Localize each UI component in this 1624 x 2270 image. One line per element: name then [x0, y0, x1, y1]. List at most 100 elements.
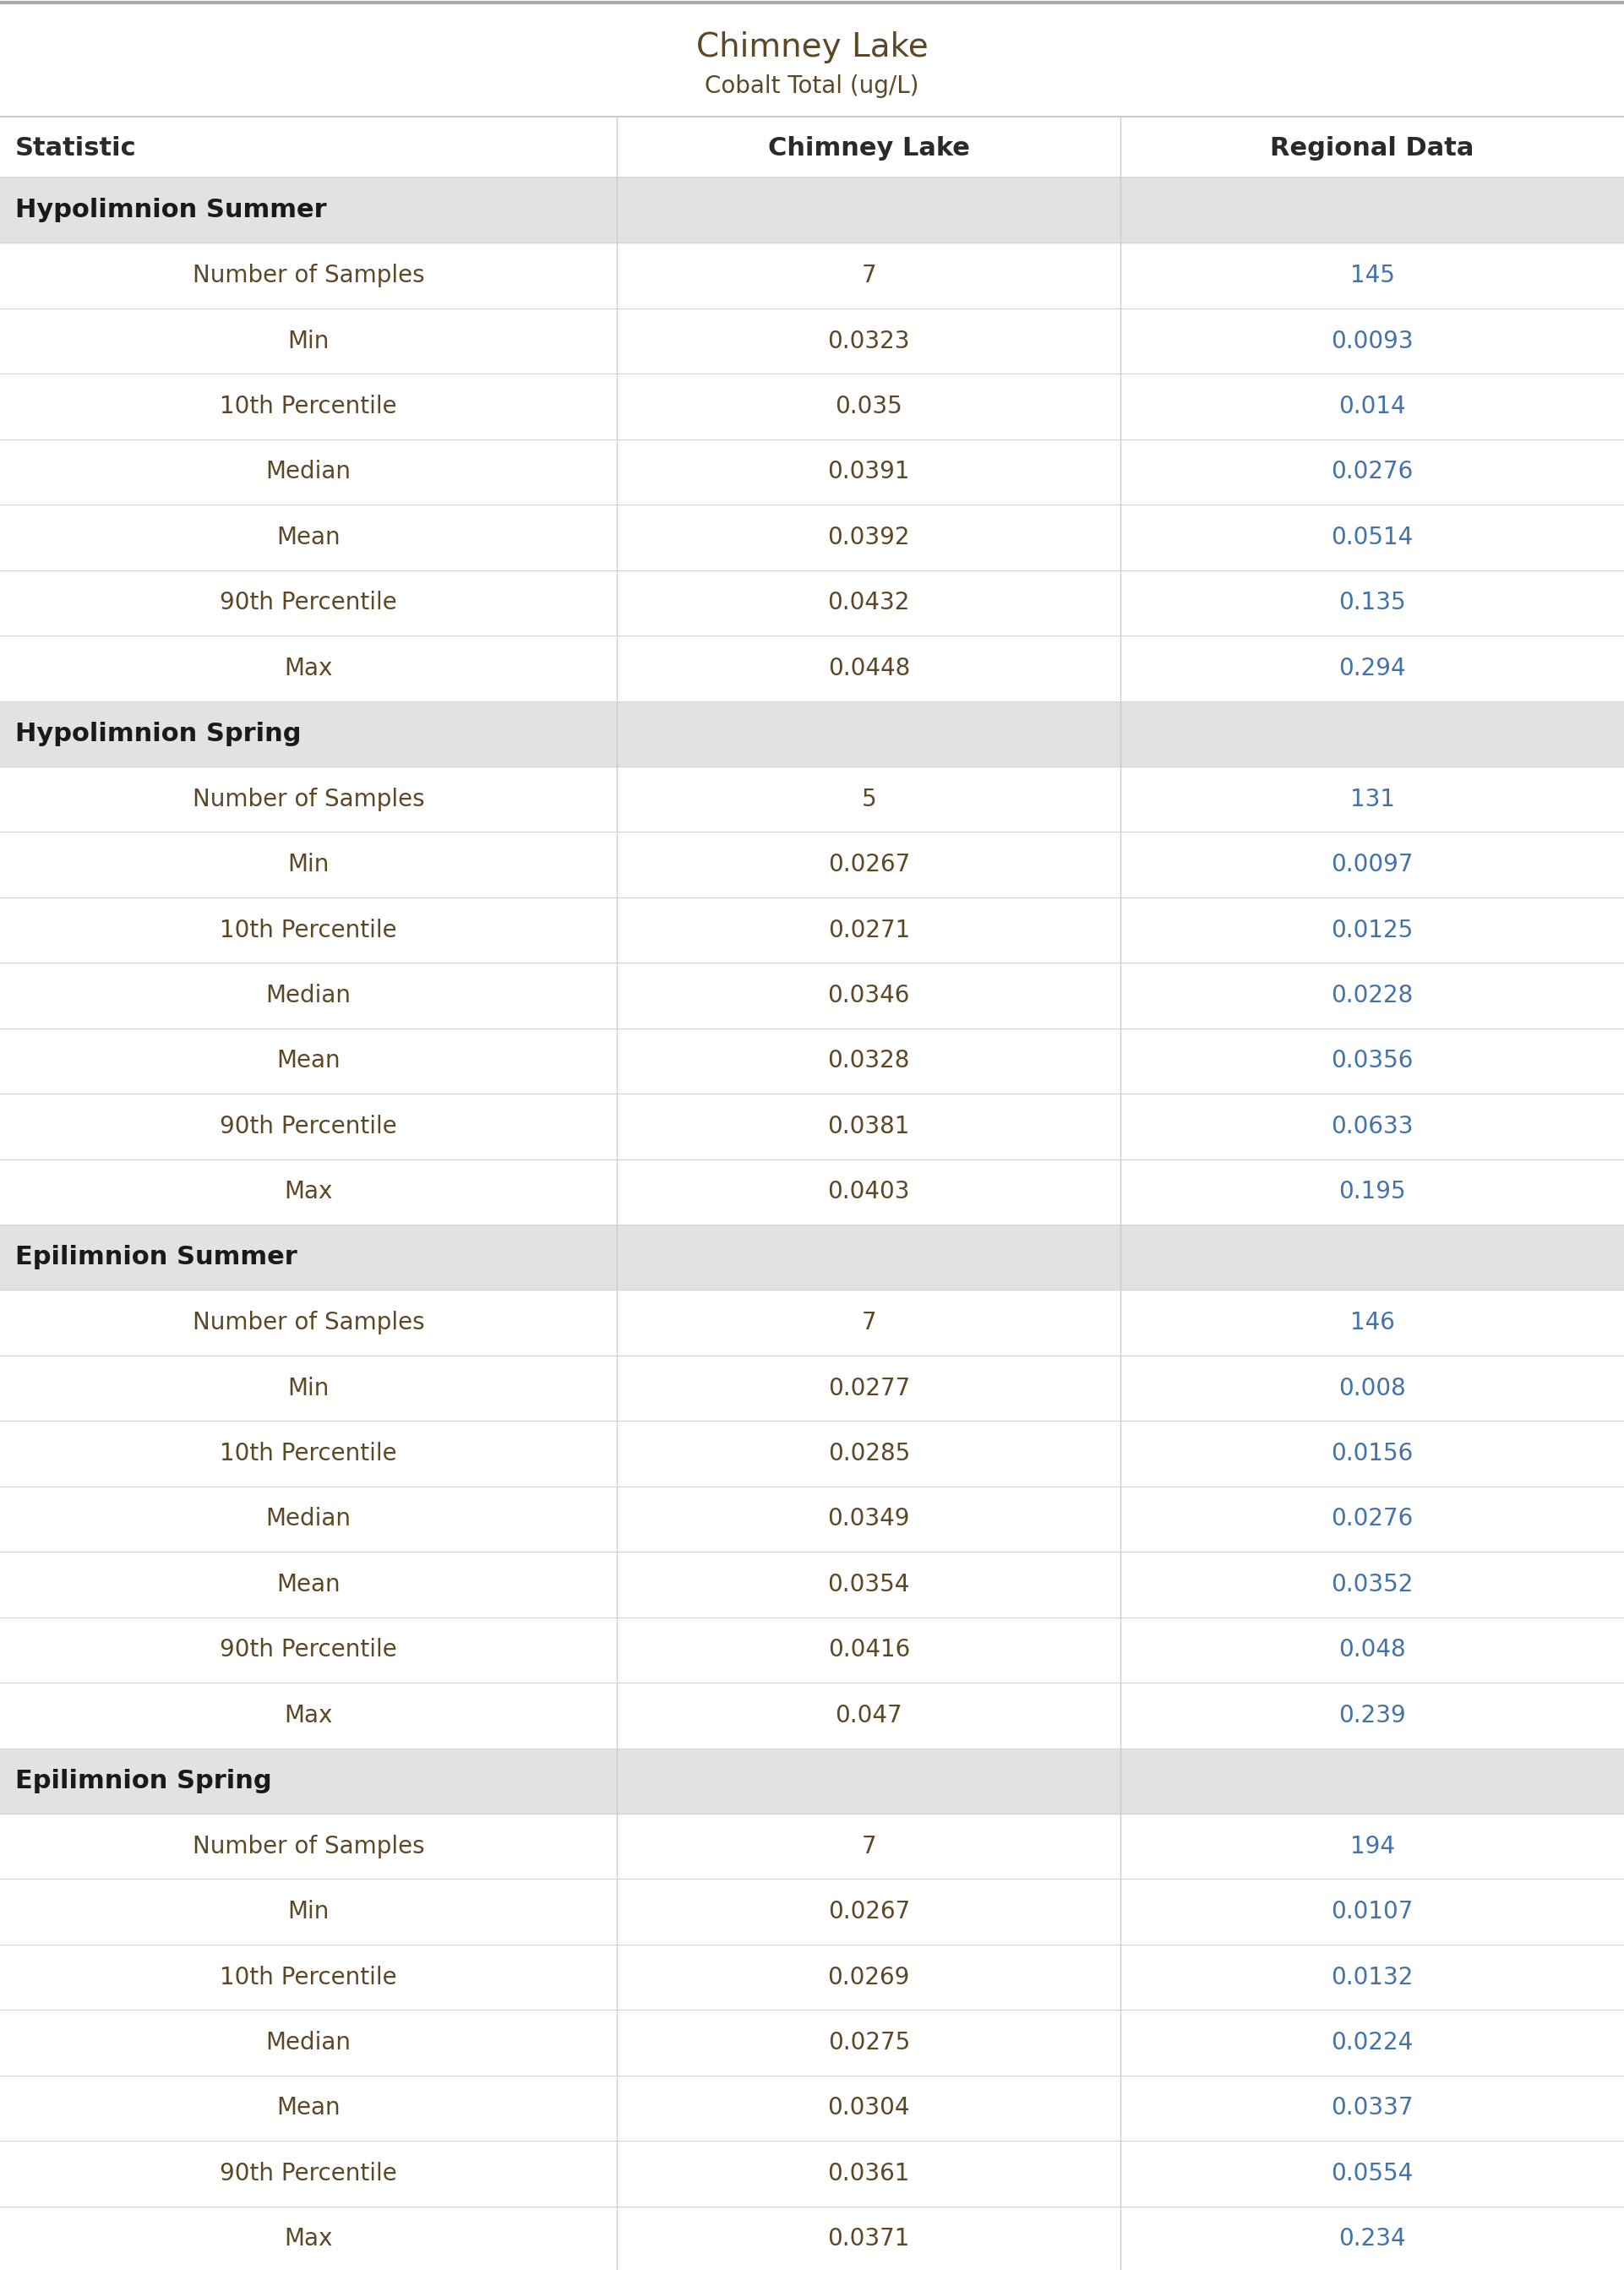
Text: 0.0403: 0.0403 [828, 1180, 909, 1203]
Bar [0, 7, 1624, 116]
Text: 0.0371: 0.0371 [828, 2227, 909, 2252]
Text: 0.0267: 0.0267 [828, 854, 909, 876]
Bar [0, 1421, 1624, 1487]
Text: Median: Median [266, 461, 351, 484]
Text: Chimney Lake: Chimney Lake [697, 32, 927, 64]
Text: Mean: Mean [276, 1573, 341, 1596]
Text: 0.008: 0.008 [1338, 1376, 1406, 1401]
Text: 0.0267: 0.0267 [828, 1900, 909, 1923]
Bar [0, 118, 1624, 177]
Text: 0.0392: 0.0392 [828, 527, 909, 549]
Text: 0.0354: 0.0354 [828, 1573, 909, 1596]
Bar [0, 636, 1624, 701]
Text: 0.0391: 0.0391 [828, 461, 909, 484]
Text: 0.0271: 0.0271 [828, 919, 909, 942]
Bar [0, 1945, 1624, 2009]
Text: 0.0132: 0.0132 [1332, 1966, 1413, 1989]
Bar [0, 243, 1624, 309]
Text: 0.035: 0.035 [835, 395, 903, 418]
Text: Number of Samples: Number of Samples [193, 788, 424, 810]
Text: 0.0276: 0.0276 [1332, 1507, 1413, 1530]
Text: 0.0432: 0.0432 [828, 590, 909, 615]
Text: 0.135: 0.135 [1338, 590, 1406, 615]
Text: 90th Percentile: 90th Percentile [219, 1115, 398, 1137]
Text: 0.0633: 0.0633 [1332, 1115, 1413, 1137]
Text: 90th Percentile: 90th Percentile [219, 1639, 398, 1662]
Text: Max: Max [284, 1702, 333, 1727]
Text: Median: Median [266, 1507, 351, 1530]
Text: Number of Samples: Number of Samples [193, 1310, 424, 1335]
Text: Hypolimnion Summer: Hypolimnion Summer [15, 197, 326, 222]
Text: Cobalt Total (ug/L): Cobalt Total (ug/L) [705, 75, 919, 98]
Bar [0, 1748, 1624, 1814]
Text: 0.0352: 0.0352 [1332, 1573, 1413, 1596]
Bar [0, 962, 1624, 1028]
Bar [0, 1616, 1624, 1682]
Text: Min: Min [287, 1900, 330, 1923]
Text: 7: 7 [861, 1310, 877, 1335]
Bar [0, 831, 1624, 897]
Text: 0.0125: 0.0125 [1332, 919, 1413, 942]
Text: 0.0228: 0.0228 [1332, 983, 1413, 1008]
Text: 0.294: 0.294 [1338, 656, 1406, 681]
Bar [0, 309, 1624, 375]
Bar [0, 375, 1624, 440]
Text: 0.0304: 0.0304 [828, 2095, 909, 2120]
Bar [0, 897, 1624, 962]
Text: Chimney Lake: Chimney Lake [768, 136, 970, 161]
Bar [0, 2075, 1624, 2141]
Bar [0, 1487, 1624, 1553]
Bar [0, 1028, 1624, 1094]
Text: 10th Percentile: 10th Percentile [219, 395, 398, 418]
Bar [0, 1160, 1624, 1224]
Bar [0, 1682, 1624, 1748]
Text: 10th Percentile: 10th Percentile [219, 919, 398, 942]
Text: Median: Median [266, 983, 351, 1008]
Bar [0, 504, 1624, 570]
Text: 0.0349: 0.0349 [828, 1507, 909, 1530]
Bar [0, 1355, 1624, 1421]
Text: 90th Percentile: 90th Percentile [219, 590, 398, 615]
Text: Number of Samples: Number of Samples [193, 263, 424, 288]
Bar [0, 1553, 1624, 1616]
Text: 0.0093: 0.0093 [1332, 329, 1413, 352]
Bar [0, 2206, 1624, 2270]
Bar [0, 767, 1624, 831]
Text: 0.0328: 0.0328 [828, 1049, 909, 1074]
Text: 0.0156: 0.0156 [1332, 1441, 1413, 1466]
Text: Mean: Mean [276, 2095, 341, 2120]
Text: 0.0346: 0.0346 [828, 983, 909, 1008]
Text: 0.0448: 0.0448 [828, 656, 909, 681]
Bar [0, 701, 1624, 767]
Bar [0, 2009, 1624, 2075]
Bar [0, 1880, 1624, 1945]
Text: 7: 7 [861, 263, 877, 288]
Text: Epilimnion Summer: Epilimnion Summer [15, 1244, 297, 1269]
Text: Max: Max [284, 2227, 333, 2252]
Text: 7: 7 [861, 1834, 877, 1859]
Text: 131: 131 [1350, 788, 1395, 810]
Text: 0.047: 0.047 [835, 1702, 903, 1727]
Bar [0, 570, 1624, 636]
Text: Hypolimnion Spring: Hypolimnion Spring [15, 722, 300, 747]
Text: Min: Min [287, 1376, 330, 1401]
Text: 0.0285: 0.0285 [828, 1441, 909, 1466]
Text: 0.0276: 0.0276 [1332, 461, 1413, 484]
Bar [0, 2141, 1624, 2206]
Text: Max: Max [284, 656, 333, 681]
Text: 0.0323: 0.0323 [828, 329, 909, 352]
Text: 90th Percentile: 90th Percentile [219, 2161, 398, 2186]
Text: 0.0361: 0.0361 [828, 2161, 909, 2186]
Bar [0, 177, 1624, 243]
Text: 0.0416: 0.0416 [828, 1639, 909, 1662]
Text: 0.0275: 0.0275 [828, 2032, 909, 2054]
Text: Statistic: Statistic [15, 136, 136, 161]
Text: Mean: Mean [276, 527, 341, 549]
Bar [0, 1814, 1624, 1880]
Text: 0.0337: 0.0337 [1332, 2095, 1413, 2120]
Text: 0.195: 0.195 [1338, 1180, 1406, 1203]
Bar [0, 1289, 1624, 1355]
Text: Min: Min [287, 854, 330, 876]
Text: 0.0269: 0.0269 [828, 1966, 909, 1989]
Text: Mean: Mean [276, 1049, 341, 1074]
